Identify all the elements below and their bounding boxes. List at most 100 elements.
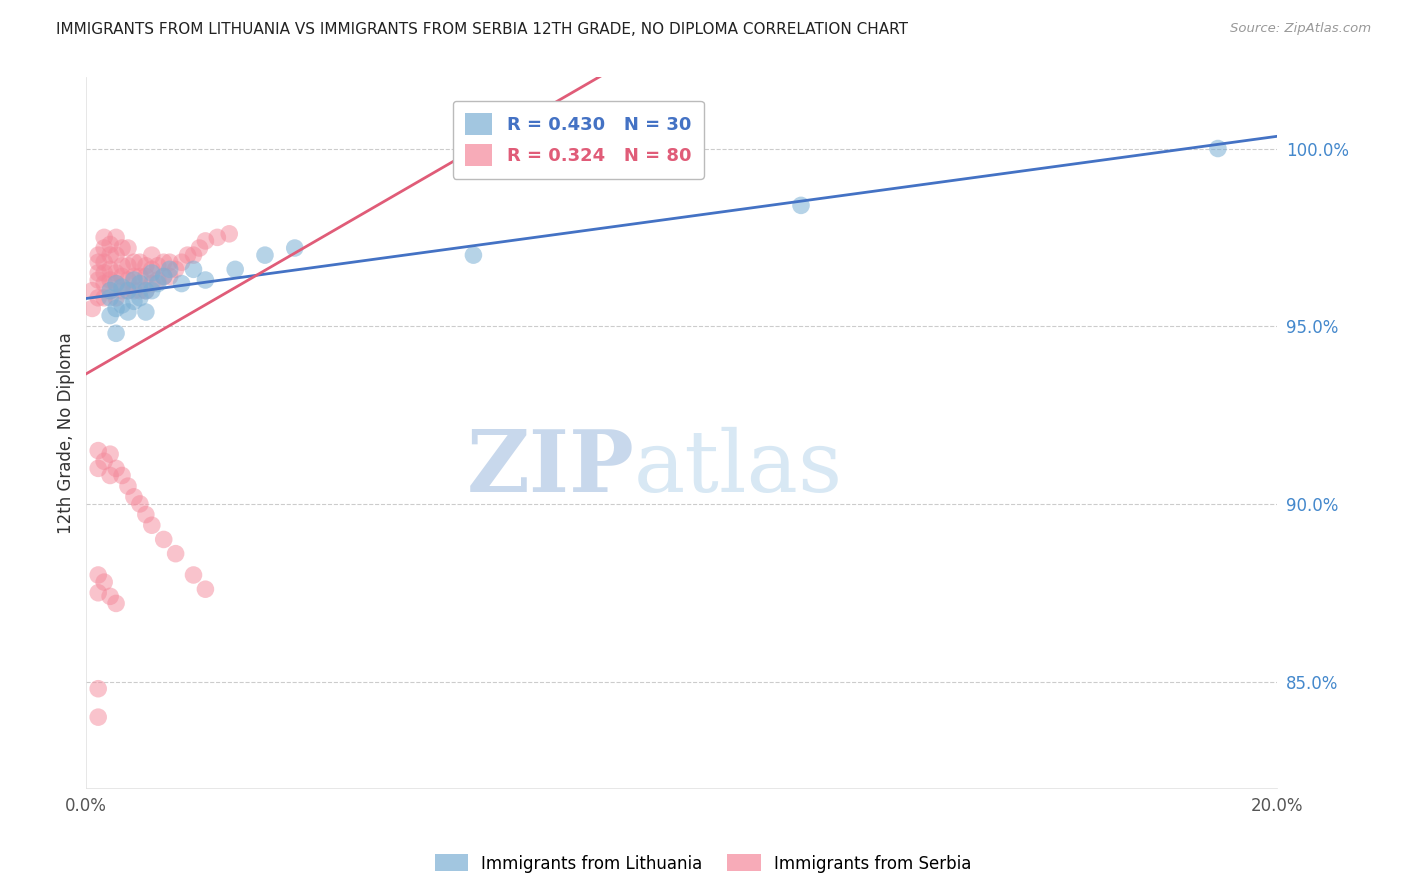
Point <box>135 269 157 284</box>
Point <box>82 301 104 316</box>
Point <box>141 518 163 533</box>
Point <box>253 248 276 262</box>
Point <box>188 241 211 255</box>
Point <box>122 269 145 284</box>
Point <box>141 284 163 298</box>
Point <box>135 259 157 273</box>
Point <box>146 273 169 287</box>
Point <box>117 241 139 255</box>
Point <box>117 284 139 298</box>
Point <box>98 262 121 277</box>
Point <box>93 291 115 305</box>
Point <box>165 262 187 277</box>
Point <box>135 284 157 298</box>
Point <box>141 266 163 280</box>
Point <box>194 273 217 287</box>
Point <box>87 273 110 287</box>
Point <box>98 291 121 305</box>
Point <box>105 596 128 610</box>
Point <box>122 255 145 269</box>
Point <box>117 273 139 287</box>
Point <box>159 262 181 277</box>
Point <box>183 568 205 582</box>
Point <box>87 248 110 262</box>
Point <box>146 277 169 291</box>
Point <box>122 284 145 298</box>
Point <box>105 326 128 341</box>
Point <box>1206 142 1229 156</box>
Point <box>152 533 174 547</box>
Point <box>105 291 128 305</box>
Point <box>111 284 134 298</box>
Y-axis label: 12th Grade, No Diploma: 12th Grade, No Diploma <box>58 332 75 533</box>
Point <box>93 266 115 280</box>
Point <box>105 230 128 244</box>
Point <box>117 259 139 273</box>
Point <box>122 490 145 504</box>
Point <box>105 248 128 262</box>
Point <box>93 575 115 590</box>
Point <box>98 309 121 323</box>
Point <box>93 230 115 244</box>
Point <box>152 269 174 284</box>
Point <box>105 277 128 291</box>
Point <box>122 294 145 309</box>
Point <box>207 230 229 244</box>
Point <box>98 284 121 298</box>
Point <box>152 269 174 284</box>
Point <box>98 248 121 262</box>
Point <box>105 301 128 316</box>
Point <box>224 262 246 277</box>
Point <box>122 273 145 287</box>
Point <box>128 497 150 511</box>
Point <box>128 291 150 305</box>
Point <box>135 305 157 319</box>
Text: Source: ZipAtlas.com: Source: ZipAtlas.com <box>1230 22 1371 36</box>
Text: atlas: atlas <box>634 426 844 510</box>
Point <box>87 681 110 696</box>
Point <box>87 443 110 458</box>
Point <box>93 277 115 291</box>
Point <box>170 255 193 269</box>
Point <box>98 590 121 604</box>
Point <box>98 273 121 287</box>
Point <box>111 241 134 255</box>
Point <box>141 277 163 291</box>
Point <box>135 284 157 298</box>
Point <box>463 248 485 262</box>
Point <box>117 479 139 493</box>
Point <box>87 291 110 305</box>
Point <box>98 468 121 483</box>
Point <box>183 248 205 262</box>
Point <box>98 447 121 461</box>
Point <box>117 284 139 298</box>
Point <box>105 266 128 280</box>
Point <box>194 582 217 597</box>
Point <box>87 586 110 600</box>
Point <box>98 284 121 298</box>
Point <box>165 547 187 561</box>
Point <box>105 461 128 475</box>
Point <box>790 198 813 212</box>
Point <box>128 277 150 291</box>
Point <box>111 259 134 273</box>
Text: ZIP: ZIP <box>467 426 634 510</box>
Point <box>141 248 163 262</box>
Point <box>284 241 307 255</box>
Point <box>111 468 134 483</box>
Point <box>93 255 115 269</box>
Point <box>93 241 115 255</box>
Point <box>152 255 174 269</box>
Point <box>87 568 110 582</box>
Point <box>128 269 150 284</box>
Point <box>87 710 110 724</box>
Legend: R = 0.430   N = 30, R = 0.324   N = 80: R = 0.430 N = 30, R = 0.324 N = 80 <box>453 101 704 179</box>
Point <box>128 284 150 298</box>
Point <box>111 269 134 284</box>
Point <box>93 454 115 468</box>
Point <box>159 255 181 269</box>
Point <box>194 234 217 248</box>
Point <box>159 269 181 284</box>
Point <box>82 284 104 298</box>
Point <box>87 461 110 475</box>
